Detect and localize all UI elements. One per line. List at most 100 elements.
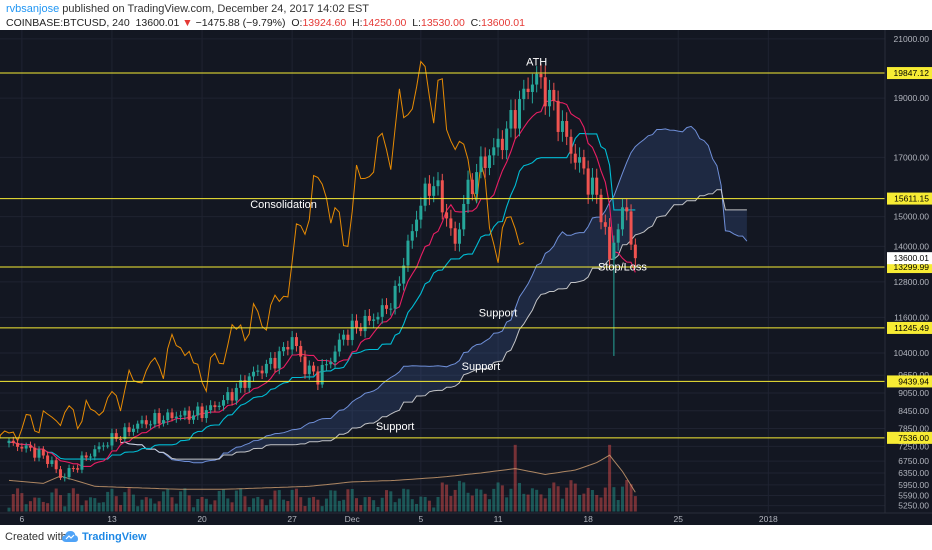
candle-body: [565, 121, 569, 137]
candle-body: [222, 400, 225, 406]
volume-bar: [586, 487, 590, 512]
volume-bar: [41, 501, 45, 512]
candle-body: [539, 73, 543, 78]
candle-body: [526, 88, 530, 92]
cloud-fill: [120, 126, 747, 463]
volume-bar: [518, 482, 522, 512]
candle-body: [106, 445, 110, 447]
candle-body: [41, 449, 45, 456]
horizontal-levels[interactable]: [0, 72, 885, 439]
level-badge: [887, 431, 932, 444]
candle-body: [530, 84, 534, 92]
candle-body: [127, 427, 131, 432]
volume-bar: [363, 497, 367, 512]
candle-body: [200, 406, 204, 419]
candle-body: [54, 460, 58, 470]
volume-bar: [457, 480, 461, 512]
candle-body: [612, 242, 616, 260]
price-chart[interactable]: ATH Consolidation Stop/Loss Support Support S…: [0, 30, 932, 525]
time-tick-label: 6: [20, 514, 25, 524]
candle-body: [140, 420, 144, 424]
candle-body: [230, 392, 234, 401]
candle-body: [513, 110, 517, 129]
candle-body: [603, 222, 607, 227]
candle-body: [505, 128, 509, 151]
volume-bar: [470, 495, 474, 512]
volume-bar: [166, 489, 170, 512]
volume-bar: [359, 504, 363, 512]
volume-bar: [230, 502, 234, 512]
candle-body: [247, 376, 251, 388]
volume-bar: [200, 497, 204, 512]
volume-bar: [415, 503, 419, 512]
volume-bar: [114, 496, 118, 512]
volume-bar: [299, 497, 303, 512]
volume-bar: [93, 498, 97, 512]
candle-body: [101, 445, 105, 447]
price-tick-label: 12800.00: [894, 277, 930, 287]
candle-body: [608, 226, 612, 260]
candle-body: [522, 88, 526, 100]
volume-bar: [569, 480, 573, 512]
candle-body: [170, 412, 174, 419]
candle-body: [33, 447, 37, 458]
volume-bar: [80, 505, 84, 512]
volume-bar: [131, 494, 135, 512]
volume-bar: [500, 485, 504, 512]
volume-bar: [633, 496, 637, 512]
candle-body: [380, 305, 384, 317]
last-price-badge: [887, 252, 932, 265]
candle-body: [333, 351, 337, 362]
volume-bar: [595, 494, 599, 512]
volume-bar: [183, 488, 187, 512]
candle-body: [625, 207, 629, 212]
close-label: C:: [470, 17, 482, 29]
candle-body: [58, 469, 62, 478]
candle-body: [590, 177, 594, 195]
price-tick-label: 7850.00: [898, 424, 929, 434]
volume-bar: [101, 502, 105, 512]
volume-bar: [612, 487, 616, 512]
candle-body: [183, 410, 187, 416]
volume-bar: [513, 444, 517, 512]
volume-bar: [157, 501, 161, 512]
volume-bar: [196, 498, 200, 512]
candle-body: [123, 427, 127, 440]
price-tick-label: 6750.00: [898, 456, 929, 466]
candle-body: [307, 365, 311, 375]
candle-body: [243, 380, 247, 388]
tradingview-brand[interactable]: TradingView: [82, 531, 147, 543]
price-tick-label: 8450.00: [898, 406, 929, 416]
candle-body: [97, 446, 101, 450]
volume-bar: [573, 483, 577, 512]
level-badge: [887, 67, 932, 80]
volume-bar: [496, 482, 500, 512]
volume-bar: [119, 504, 123, 512]
volume-bar: [58, 495, 62, 512]
candle-body: [427, 183, 431, 196]
volume-bar: [509, 488, 513, 512]
volume-bar: [204, 498, 208, 512]
volume-bar: [217, 490, 221, 512]
high-label: H:: [352, 17, 363, 29]
candle-body: [578, 157, 582, 163]
symbol-label[interactable]: COINBASE:BTCUSD, 240: [6, 17, 130, 29]
volume-bar: [599, 497, 603, 512]
volume-bar: [226, 498, 230, 512]
author-link[interactable]: rvbsanjose: [6, 3, 60, 15]
candle-body: [629, 211, 633, 245]
price-tick-label: 5250.00: [898, 501, 929, 511]
time-tick-label: 11: [494, 514, 503, 524]
price-axis[interactable]: 21000.00 19000.00 17000.00 15000.00 14000.00…: [884, 30, 932, 513]
volume-bar: [462, 482, 466, 512]
tradingview-cloud-icon[interactable]: [62, 530, 78, 544]
volume-bar: [286, 501, 290, 512]
volume-bar: [277, 490, 281, 512]
ichimoku-cloud: [120, 125, 748, 464]
candle-body: [16, 442, 20, 447]
time-tick-label: 27: [287, 514, 297, 524]
candle-body: [518, 99, 522, 129]
time-axis[interactable]: 6 13 20 27 Dec 5 11 18 25 2018: [0, 512, 932, 525]
candle-body: [316, 371, 320, 385]
candle-body: [24, 445, 28, 449]
